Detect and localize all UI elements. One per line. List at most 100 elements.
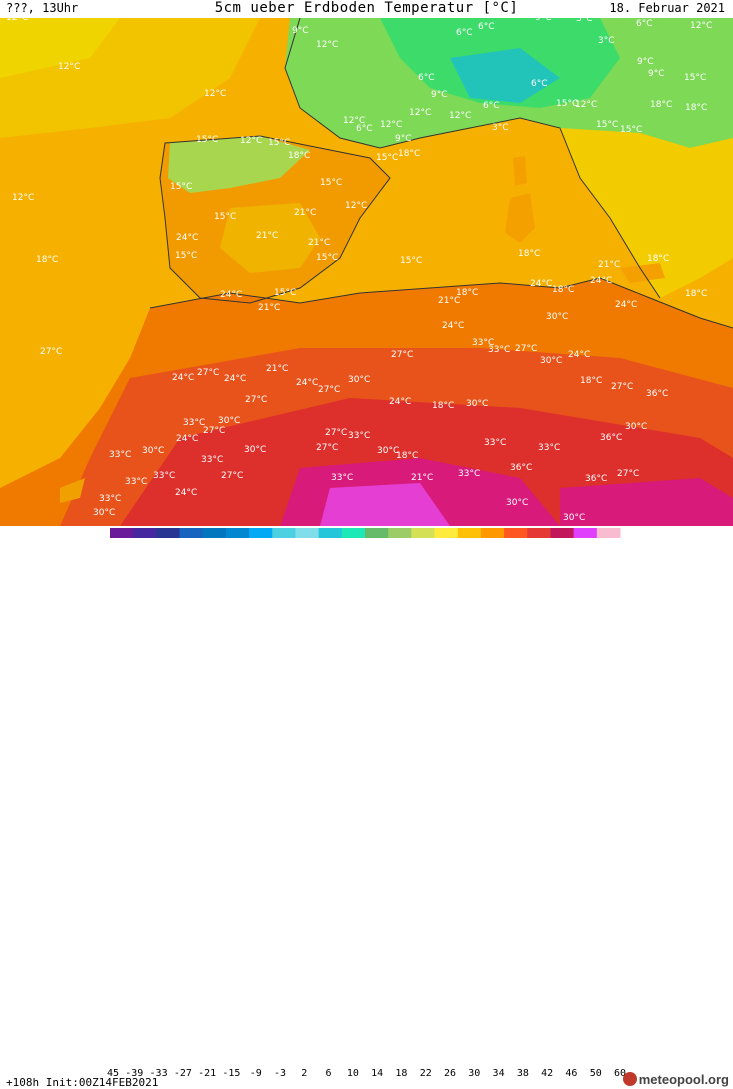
sicily <box>620 263 665 283</box>
scale-swatch <box>272 528 296 538</box>
temperature-label: 33°C <box>348 431 370 441</box>
scale-swatch <box>179 528 204 538</box>
africa-coastline <box>149 277 733 329</box>
temperature-label: 33°C <box>125 477 147 487</box>
scale-swatch <box>527 528 551 538</box>
temperature-label: 15°C <box>170 182 192 192</box>
brand-icon <box>622 1072 637 1086</box>
temperature-label: 18°C <box>396 451 418 461</box>
temperature-label: 33°C <box>484 438 506 448</box>
scale-tick-label: -9 <box>250 1068 262 1078</box>
temperature-label: 12°C <box>316 40 338 50</box>
scale-swatch <box>156 528 181 538</box>
scale-tick-label: 14 <box>371 1068 383 1078</box>
scale-swatch <box>550 528 575 538</box>
temperature-label: 33°C <box>488 345 510 355</box>
scale-swatch <box>596 528 621 538</box>
scale-tick-label: 50 <box>590 1068 602 1078</box>
scale-swatch <box>573 528 598 538</box>
temperature-label: 15°C <box>274 288 296 298</box>
temperature-labels: 12°C9°C12°C12°C6°C6°C9°C 3°C 6°C 12°C12°C12… <box>6 18 712 523</box>
temperature-label: 15°C <box>620 125 642 135</box>
iberia-coastline <box>159 135 391 304</box>
run-info: +108h Init:00Z14FEB2021 <box>6 1076 159 1089</box>
temperature-label: 6°C <box>478 22 495 32</box>
temperature-label: 33°C <box>472 338 494 348</box>
temperature-label: 27°C <box>245 395 267 405</box>
temperature-label: 24°C <box>590 276 612 286</box>
temperature-label: 33°C <box>109 450 131 460</box>
temperature-label: 21°C <box>411 473 433 483</box>
scale-tick-label: 6 <box>326 1068 332 1078</box>
temperature-label: 6°C <box>456 28 473 38</box>
temperature-label: 24°C <box>176 233 198 243</box>
temperature-label: 30°C <box>218 416 240 426</box>
temperature-label: 27°C <box>203 426 225 436</box>
brand-logo: meteopool.org <box>622 1072 729 1087</box>
scale-swatch <box>411 528 436 538</box>
temperature-label: 9°C <box>637 57 654 67</box>
scale-swatch <box>318 528 343 538</box>
temperature-label: 24°C <box>389 397 411 407</box>
temperature-label: 18°C <box>288 151 310 161</box>
temperature-label: 24°C <box>172 373 194 383</box>
temperature-label: 24°C <box>220 290 242 300</box>
temperature-label: 33°C <box>458 469 480 479</box>
temperature-label: 21°C <box>294 208 316 218</box>
map-title: 5cm ueber Erdboden Temperatur [°C] <box>214 0 519 16</box>
temperature-label: 15°C <box>175 251 197 261</box>
atlantic-coolest-band <box>0 18 120 78</box>
temperature-label: 33°C <box>153 471 175 481</box>
temperature-label: 27°C <box>515 344 537 354</box>
temperature-label: 12°C <box>380 120 402 130</box>
temperature-label: 24°C <box>442 321 464 331</box>
temperature-label: 18°C <box>518 249 540 259</box>
corsica <box>513 156 527 186</box>
scale-tick-label: -3 <box>274 1068 286 1078</box>
temperature-label: 30°C <box>625 422 647 432</box>
temperature-label: 24°C <box>175 488 197 498</box>
footer: -45-39-33-27-21-15-9-3261014182226303438… <box>0 526 733 1089</box>
temperature-label: 15°C <box>320 178 342 188</box>
temperature-label: 30°C <box>506 498 528 508</box>
temperature-label: 6°C <box>483 101 500 111</box>
temperature-label: 18°C <box>432 401 454 411</box>
scale-tick-label: 34 <box>493 1068 505 1078</box>
temperature-label: 12°C <box>690 21 712 31</box>
temperature-label: 12°C <box>575 100 597 110</box>
temperature-label: 24°C <box>296 378 318 388</box>
temperature-label: 15°C <box>214 212 236 222</box>
temperature-label: 18°C <box>580 376 602 386</box>
scale-swatch <box>341 528 366 538</box>
temperature-label: 12°C <box>12 193 34 203</box>
sardinia <box>505 193 535 243</box>
temperature-label: 27°C <box>221 471 243 481</box>
temperature-label: 36°C <box>585 474 607 484</box>
temperature-label: 33°C <box>183 418 205 428</box>
color-scale-ticks: -45-39-33-27-21-15-9-3261014182226303438… <box>106 1068 626 1078</box>
temperature-label: 27°C <box>391 350 413 360</box>
alps-coldest <box>450 48 560 103</box>
temperature-label: 36°C <box>600 433 622 443</box>
temperature-label: 30°C <box>466 399 488 409</box>
temperature-label: 3°C <box>598 36 615 46</box>
sahara-hottest-east <box>560 478 733 526</box>
temperature-label: 18°C <box>685 103 707 113</box>
scale-tick-label: 26 <box>444 1068 456 1078</box>
temperature-label: 6°C <box>636 19 653 29</box>
color-scale-bar <box>110 528 621 538</box>
scale-swatch <box>202 528 227 538</box>
brand-name: meteopool.org <box>638 1072 729 1087</box>
scale-swatch <box>133 528 157 538</box>
header: ???, 13Uhr 5cm ueber Erdboden Temperatur… <box>0 0 733 18</box>
temperature-label: 15°C <box>556 99 578 109</box>
temperature-label: 33°C <box>201 455 223 465</box>
temperature-label: 21°C <box>308 238 330 248</box>
temperature-label: 27°C <box>617 469 639 479</box>
temperature-label: 24°C <box>176 434 198 444</box>
temperature-label: 27°C <box>197 368 219 378</box>
italy-region <box>560 128 733 298</box>
temperature-label: 18°C <box>650 100 672 110</box>
scale-swatch <box>249 528 273 538</box>
